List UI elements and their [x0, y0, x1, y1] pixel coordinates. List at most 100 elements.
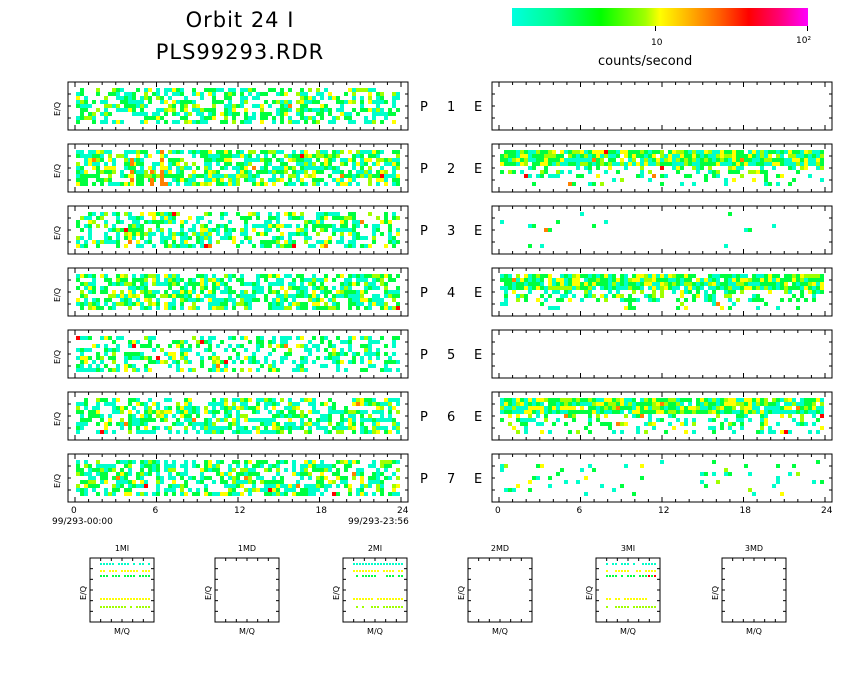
heat-cell	[128, 236, 132, 240]
heat-cell	[560, 410, 564, 414]
heat-cell	[172, 158, 176, 162]
heat-cell	[280, 286, 284, 290]
heat-cell	[136, 410, 140, 414]
heat-cell	[748, 418, 752, 422]
heat-cell	[376, 278, 380, 282]
heat-cell	[252, 426, 256, 430]
heat-cell	[712, 290, 716, 294]
heat-cell	[628, 298, 632, 302]
heat-cell	[76, 166, 80, 170]
heat-cell	[380, 406, 384, 410]
heat-cell	[112, 410, 116, 414]
heat-cell	[84, 96, 88, 100]
mass-dot	[148, 606, 150, 608]
heat-cell	[176, 100, 180, 104]
heat-cell	[580, 282, 584, 286]
mass-dot	[148, 563, 150, 565]
heat-cell	[160, 240, 164, 244]
heat-cell	[344, 418, 348, 422]
heat-cell	[144, 154, 148, 158]
heat-cell	[272, 418, 276, 422]
heat-cell	[184, 360, 188, 364]
heat-cell	[660, 286, 664, 290]
heat-cell	[820, 398, 824, 402]
heat-cell	[160, 348, 164, 352]
mass-dot	[383, 563, 385, 565]
heat-cell	[144, 104, 148, 108]
heat-cell	[352, 236, 356, 240]
heat-cell	[80, 480, 84, 484]
heat-cell	[216, 158, 220, 162]
heat-cell	[388, 232, 392, 236]
heat-cell	[172, 240, 176, 244]
heat-cell	[640, 162, 644, 166]
heat-cell	[652, 422, 656, 426]
heat-cell	[328, 240, 332, 244]
heat-cell	[148, 356, 152, 360]
heat-cell	[180, 410, 184, 414]
heat-cell	[208, 306, 212, 310]
heat-cell	[176, 422, 180, 426]
heat-cell	[220, 298, 224, 302]
heat-cell	[80, 360, 84, 364]
heat-cell	[212, 274, 216, 278]
heat-cell	[120, 472, 124, 476]
heat-cell	[324, 166, 328, 170]
heat-cell	[688, 278, 692, 282]
heat-cell	[184, 464, 188, 468]
heat-cell	[180, 232, 184, 236]
heat-cell	[120, 274, 124, 278]
heat-cell	[736, 414, 740, 418]
heat-cell	[528, 244, 532, 248]
heat-cell	[340, 240, 344, 244]
heat-cell	[280, 302, 284, 306]
heat-cell	[732, 402, 736, 406]
heat-cell	[156, 302, 160, 306]
heat-cell	[512, 426, 516, 430]
heat-cell	[248, 368, 252, 372]
heat-cell	[148, 464, 152, 468]
heat-cell	[356, 282, 360, 286]
heat-cell	[248, 476, 252, 480]
heat-cell	[280, 426, 284, 430]
heat-cell	[704, 410, 708, 414]
heat-cell	[564, 422, 568, 426]
heat-cell	[112, 484, 116, 488]
heat-cell	[764, 410, 768, 414]
heat-cell	[264, 182, 268, 186]
heat-cell	[264, 298, 268, 302]
heat-cell	[308, 484, 312, 488]
heat-cell	[812, 480, 816, 484]
heat-cell	[304, 414, 308, 418]
heat-cell	[320, 166, 324, 170]
heat-cell	[780, 158, 784, 162]
heat-cell	[272, 88, 276, 92]
heat-cell	[700, 162, 704, 166]
heat-cell	[568, 398, 572, 402]
heat-cell	[544, 154, 548, 158]
heat-cell	[128, 492, 132, 496]
heat-cell	[228, 468, 232, 472]
heat-cell	[176, 182, 180, 186]
heat-cell	[280, 108, 284, 112]
heat-cell	[316, 224, 320, 228]
heat-cell	[344, 352, 348, 356]
heat-cell	[84, 182, 88, 186]
heat-cell	[204, 484, 208, 488]
heat-cell	[192, 336, 196, 340]
heat-cell	[512, 162, 516, 166]
heat-cell	[712, 174, 716, 178]
colorbar	[512, 8, 808, 26]
heat-cell	[244, 398, 248, 402]
heat-cell	[548, 158, 552, 162]
heat-cell	[224, 112, 228, 116]
heat-cell	[356, 298, 360, 302]
heat-cell	[604, 220, 608, 224]
heat-cell	[728, 406, 732, 410]
heat-cell	[796, 158, 800, 162]
heat-cell	[724, 154, 728, 158]
heat-cell	[292, 120, 296, 124]
heat-cell	[784, 282, 788, 286]
heat-cell	[96, 398, 100, 402]
heat-cell	[160, 414, 164, 418]
